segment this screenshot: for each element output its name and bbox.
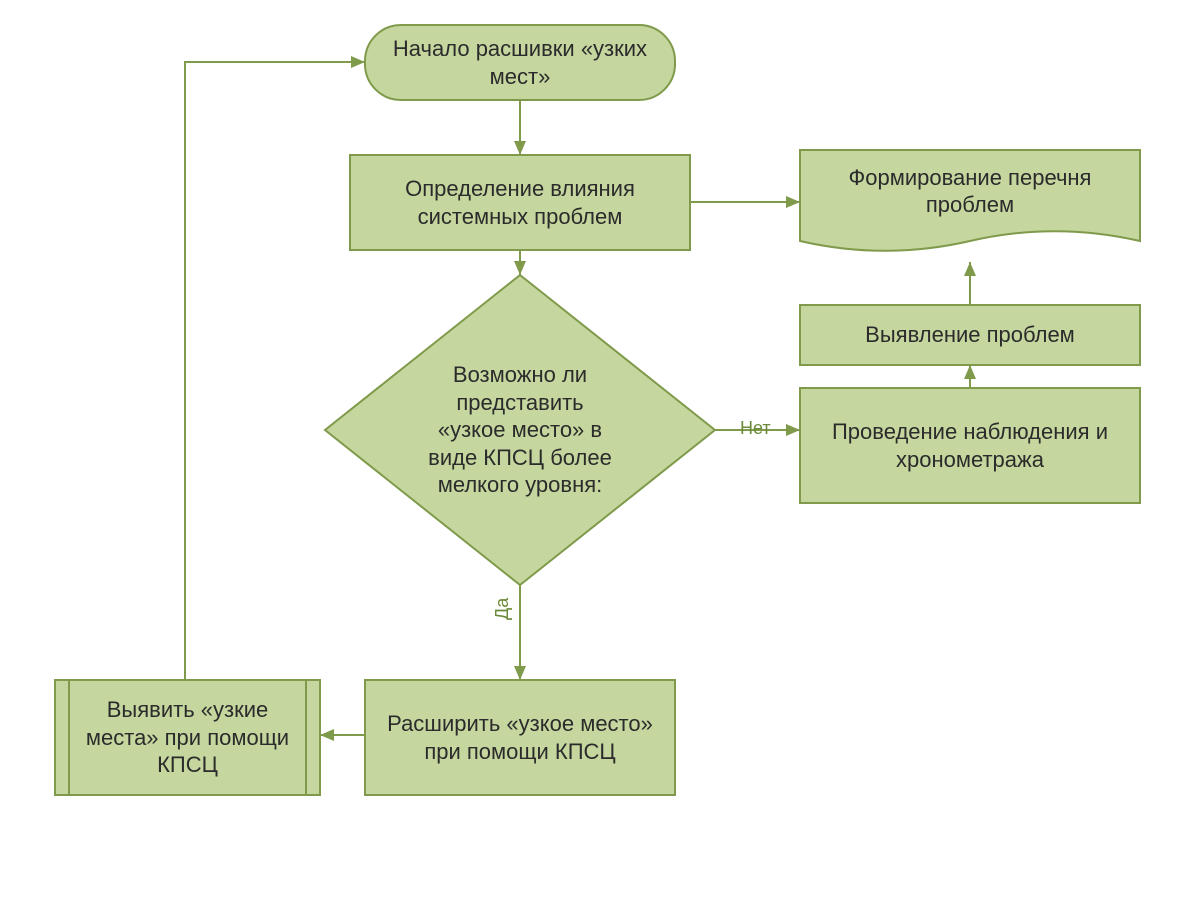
label-no: Нет bbox=[740, 418, 771, 439]
flowchart-canvas: Начало расшивки «узких мест» Определение … bbox=[0, 0, 1200, 900]
node-define: Определение влияния системных проблем bbox=[350, 155, 690, 250]
node-form_list: Формирование перечня проблем bbox=[800, 150, 1140, 233]
label-yes: Да bbox=[492, 598, 513, 620]
node-observe: Проведение наблюдения и хронометража bbox=[800, 388, 1140, 503]
node-expand: Расширить «узкое место» при помощи КПСЦ bbox=[365, 680, 675, 795]
node-identify: Выявить «узкие места» при помощи КПСЦ bbox=[69, 680, 306, 795]
node-reveal: Выявление проблем bbox=[800, 305, 1140, 365]
node-decision: Возможно ли представить «узкое место» в … bbox=[411, 337, 629, 523]
node-start: Начало расшивки «узких мест» bbox=[365, 25, 675, 100]
edge-identify-top-start-left bbox=[185, 62, 365, 680]
